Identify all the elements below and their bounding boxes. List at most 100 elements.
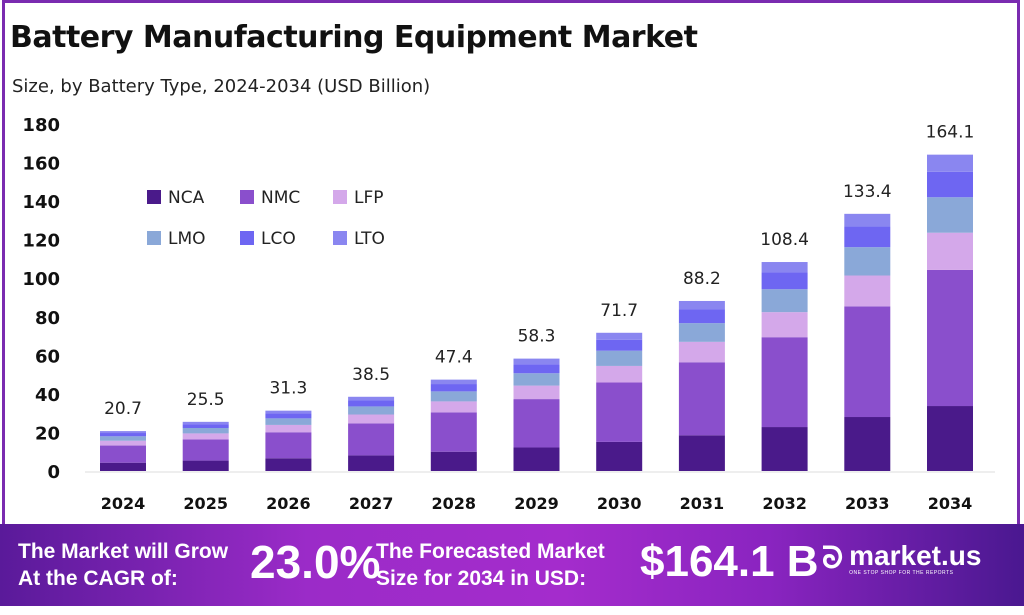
bar-segment-nmc (265, 432, 312, 459)
bar-segment-lto (761, 262, 808, 273)
legend-label-lto: LTO (354, 229, 385, 249)
bar-segment-lco (596, 339, 643, 351)
data-label: 164.1 (926, 123, 975, 143)
bar-segment-lco (182, 424, 229, 429)
bar-segment-nca (927, 406, 973, 471)
x-tick-label: 2026 (266, 494, 311, 513)
bar-segment-lto (430, 379, 477, 385)
bar-segment-lfp (430, 401, 477, 413)
bar-segment-nca (761, 427, 808, 471)
x-tick-label: 2033 (845, 494, 890, 513)
y-tick-label: 0 (47, 462, 60, 483)
stacked-bar-chart: 0 20 40 60 80 100 120 140 160 180 20.7 2024 25.5 2025… (22, 115, 995, 513)
bar-segment-lmo (100, 436, 146, 441)
bar-segment-lco (348, 400, 395, 407)
x-tick-label: 2031 (680, 494, 725, 513)
legend-label-nmc: NMC (261, 188, 300, 208)
y-tick-label: 120 (22, 231, 60, 252)
bar-segment-nmc (182, 439, 229, 461)
legend-swatch-nmc (240, 190, 254, 204)
bar-segment-nca (265, 458, 312, 471)
market-us-logo: ᘐ market.us ONE STOP SHOP FOR THE REPORT… (822, 540, 982, 577)
logo-text: market.us (849, 540, 982, 571)
bar-segment-lmo (761, 289, 808, 313)
y-tick-label: 40 (35, 385, 60, 406)
bar-segment-lto (265, 410, 312, 414)
bar-segment-lmo (182, 428, 229, 434)
bar-segment-lto (844, 213, 891, 227)
legend-label-lfp: LFP (354, 188, 384, 208)
logo-tagline: ONE STOP SHOP FOR THE REPORTS (849, 570, 954, 576)
forecast-label: The Forecasted Market Size for 2034 in U… (376, 538, 605, 592)
y-tick-label: 160 (22, 154, 60, 175)
x-tick-label: 2028 (432, 494, 477, 513)
data-label: 133.4 (843, 182, 892, 202)
bar-segment-lco (761, 272, 808, 290)
x-tick-label: 2030 (597, 494, 642, 513)
bar-segment-nmc (430, 412, 477, 452)
bar-segment-lto (596, 332, 643, 340)
legend-swatch-lmo (147, 231, 161, 245)
legend-swatch-nca (147, 190, 161, 204)
logo-icon: ᘐ (822, 542, 844, 575)
x-tick-label: 2029 (514, 494, 559, 513)
bar-segment-nmc (761, 337, 808, 428)
chart-frame (2, 0, 1020, 524)
bar-segment-nca (678, 435, 725, 471)
y-tick-label: 180 (22, 115, 60, 136)
bar-segment-lmo (678, 323, 725, 342)
bar-segment-nmc (348, 423, 395, 456)
bar-segment-lfp (844, 275, 891, 307)
bar-segment-nmc (100, 445, 146, 463)
bar-segment-lfp (761, 312, 808, 338)
bar-segment-lco (844, 226, 891, 248)
y-tick-label: 80 (35, 308, 60, 329)
bar-segment-lfp (182, 433, 229, 440)
bar-segment-lmo (265, 418, 312, 425)
x-tick-label: 2025 (183, 494, 228, 513)
data-label: 20.7 (104, 399, 142, 419)
legend-label-lco: LCO (261, 229, 296, 249)
bar-segment-nmc (844, 306, 891, 418)
footer-banner: The Market will Grow At the CAGR of: 23.… (0, 524, 1024, 606)
bar-segment-lfp (265, 424, 312, 433)
x-tick-label: 2032 (762, 494, 807, 513)
chart-title: Battery Manufacturing Equipment Market (10, 20, 698, 55)
bar-segment-lfp (927, 232, 973, 270)
legend-swatch-lco (240, 231, 254, 245)
legend-swatch-lfp (333, 190, 347, 204)
forecast-label-line1: The Forecasted Market (376, 540, 605, 563)
x-tick-label: 2034 (928, 494, 973, 513)
data-label: 38.5 (352, 365, 390, 385)
chart-subtitle: Size, by Battery Type, 2024-2034 (USD Bi… (12, 76, 431, 97)
x-tick-label: 2024 (101, 494, 146, 513)
bar-segment-lto (100, 431, 146, 434)
bar-segment-nca (100, 462, 146, 471)
bar-segment-lfp (100, 440, 146, 446)
y-tick-label: 100 (22, 269, 60, 290)
cagr-value: 23.0% (250, 536, 381, 588)
x-tick-label: 2027 (349, 494, 394, 513)
bar-segment-lto (678, 300, 725, 310)
bar-segment-nca (430, 451, 477, 471)
data-label: 88.2 (683, 269, 721, 289)
bar-segment-nmc (927, 269, 973, 407)
y-tick-label: 60 (35, 346, 60, 367)
bar-segment-lco (100, 433, 146, 437)
cagr-label: The Market will Grow At the CAGR of: (18, 538, 228, 592)
y-tick-label: 20 (35, 423, 60, 444)
legend-swatch-lto (333, 231, 347, 245)
data-label: 58.3 (518, 327, 556, 347)
bar-segment-lco (430, 384, 477, 392)
bar-segment-lco (265, 413, 312, 419)
bar-segment-nca (596, 441, 643, 471)
bar-segment-lmo (927, 197, 973, 233)
bar-segment-nca (513, 447, 560, 471)
bar-segment-nmc (513, 399, 560, 448)
bar-segment-lfp (596, 365, 643, 383)
forecast-label-line2: Size for 2034 in USD: (376, 567, 587, 590)
bar-segment-lco (678, 309, 725, 324)
bar-segment-nmc (596, 382, 643, 442)
cagr-label-line1: The Market will Grow (18, 540, 229, 563)
bar-segment-lco (513, 364, 560, 374)
